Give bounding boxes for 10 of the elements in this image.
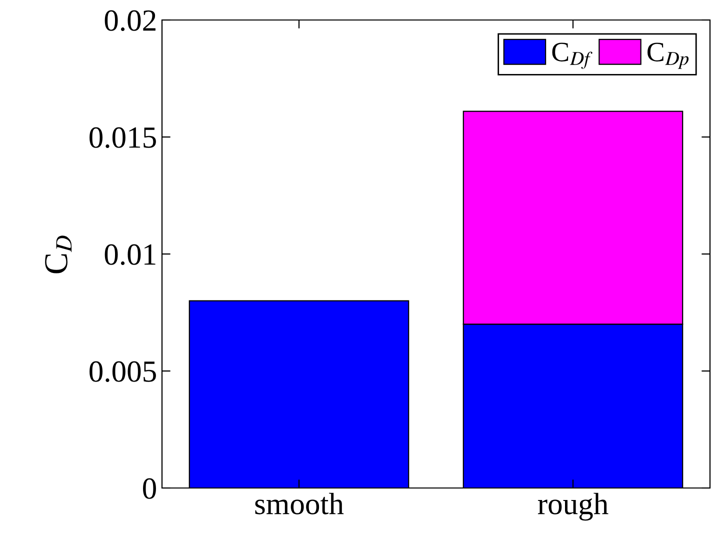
- y-tick-label: 0.01: [104, 244, 156, 266]
- x-tick-label: smooth: [255, 492, 344, 514]
- y-axis-title: C$_{D}$: [45, 236, 72, 274]
- x-tick-label: rough: [538, 492, 608, 521]
- y-tick-label: 0.02: [104, 10, 156, 32]
- legend-label: C$_{Df}$: [552, 42, 592, 69]
- y-tick-label: 0.015: [90, 127, 156, 148]
- legend-label: C$_{Dp}$: [648, 42, 689, 69]
- y-tick-label: 0.005: [90, 361, 156, 382]
- y-tick-label: 0: [143, 478, 156, 499]
